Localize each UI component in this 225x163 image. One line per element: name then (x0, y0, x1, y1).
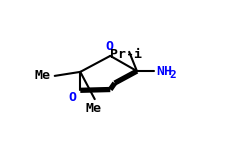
Text: O: O (106, 40, 114, 53)
Text: Me: Me (34, 69, 50, 82)
Text: 2: 2 (169, 70, 176, 80)
Text: NH: NH (156, 65, 172, 78)
Text: O: O (68, 91, 76, 104)
Text: Me: Me (86, 102, 102, 115)
Text: Pr-i: Pr-i (110, 48, 142, 61)
